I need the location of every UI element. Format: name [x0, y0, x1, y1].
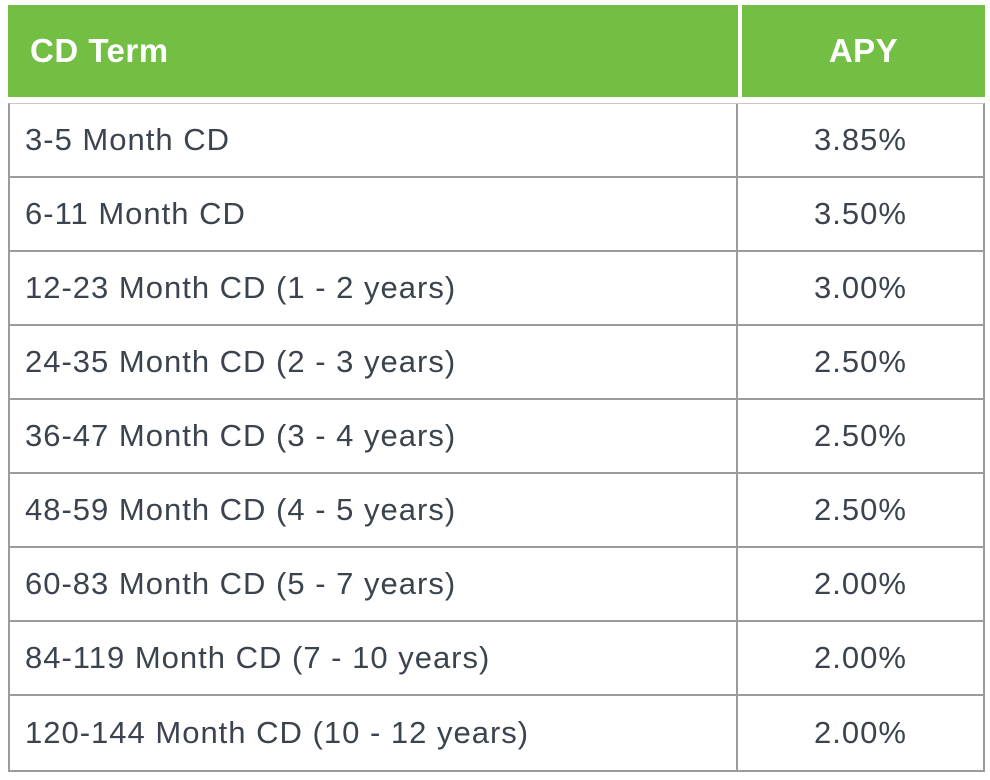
table-header-row: CD Term APY [8, 5, 985, 97]
cell-apy: 2.00% [814, 715, 907, 750]
cd-rates-table: CD Term APY 3-5 Month CD 3.85% 6-11 Mont… [8, 5, 985, 772]
cell-apy: 3.50% [814, 196, 907, 231]
table-row: 24-35 Month CD (2 - 3 years) 2.50% [10, 326, 983, 400]
cell-term: 12-23 Month CD (1 - 2 years) [10, 252, 738, 324]
cell-apy: 2.00% [814, 566, 907, 601]
table-row: 12-23 Month CD (1 - 2 years) 3.00% [10, 252, 983, 326]
table-row: 3-5 Month CD 3.85% [10, 104, 983, 178]
table-row: 84-119 Month CD (7 - 10 years) 2.00% [10, 622, 983, 696]
cell-apy: 3.85% [814, 122, 907, 157]
header-cell-apy: APY [742, 5, 985, 97]
table-row: 60-83 Month CD (5 - 7 years) 2.00% [10, 548, 983, 622]
cell-apy: 3.00% [814, 270, 907, 305]
cell-term: 48-59 Month CD (4 - 5 years) [10, 474, 738, 546]
header-cell-cd-term: CD Term [8, 5, 738, 97]
table-row: 36-47 Month CD (3 - 4 years) 2.50% [10, 400, 983, 474]
cell-apy: 2.50% [814, 418, 907, 453]
cell-term: 36-47 Month CD (3 - 4 years) [10, 400, 738, 472]
table-row: 48-59 Month CD (4 - 5 years) 2.50% [10, 474, 983, 548]
table-row: 6-11 Month CD 3.50% [10, 178, 983, 252]
cell-apy: 2.50% [814, 492, 907, 527]
table-body: 3-5 Month CD 3.85% 6-11 Month CD 3.50% 1… [8, 103, 985, 772]
cell-term: 6-11 Month CD [10, 178, 738, 250]
cell-term: 84-119 Month CD (7 - 10 years) [10, 622, 738, 694]
table-row: 120-144 Month CD (10 - 12 years) 2.00% [10, 696, 983, 770]
cell-term: 60-83 Month CD (5 - 7 years) [10, 548, 738, 620]
cell-apy: 2.50% [814, 344, 907, 379]
cell-term: 120-144 Month CD (10 - 12 years) [10, 696, 738, 770]
cell-term: 3-5 Month CD [10, 104, 738, 176]
cell-term: 24-35 Month CD (2 - 3 years) [10, 326, 738, 398]
cell-apy: 2.00% [814, 640, 907, 675]
